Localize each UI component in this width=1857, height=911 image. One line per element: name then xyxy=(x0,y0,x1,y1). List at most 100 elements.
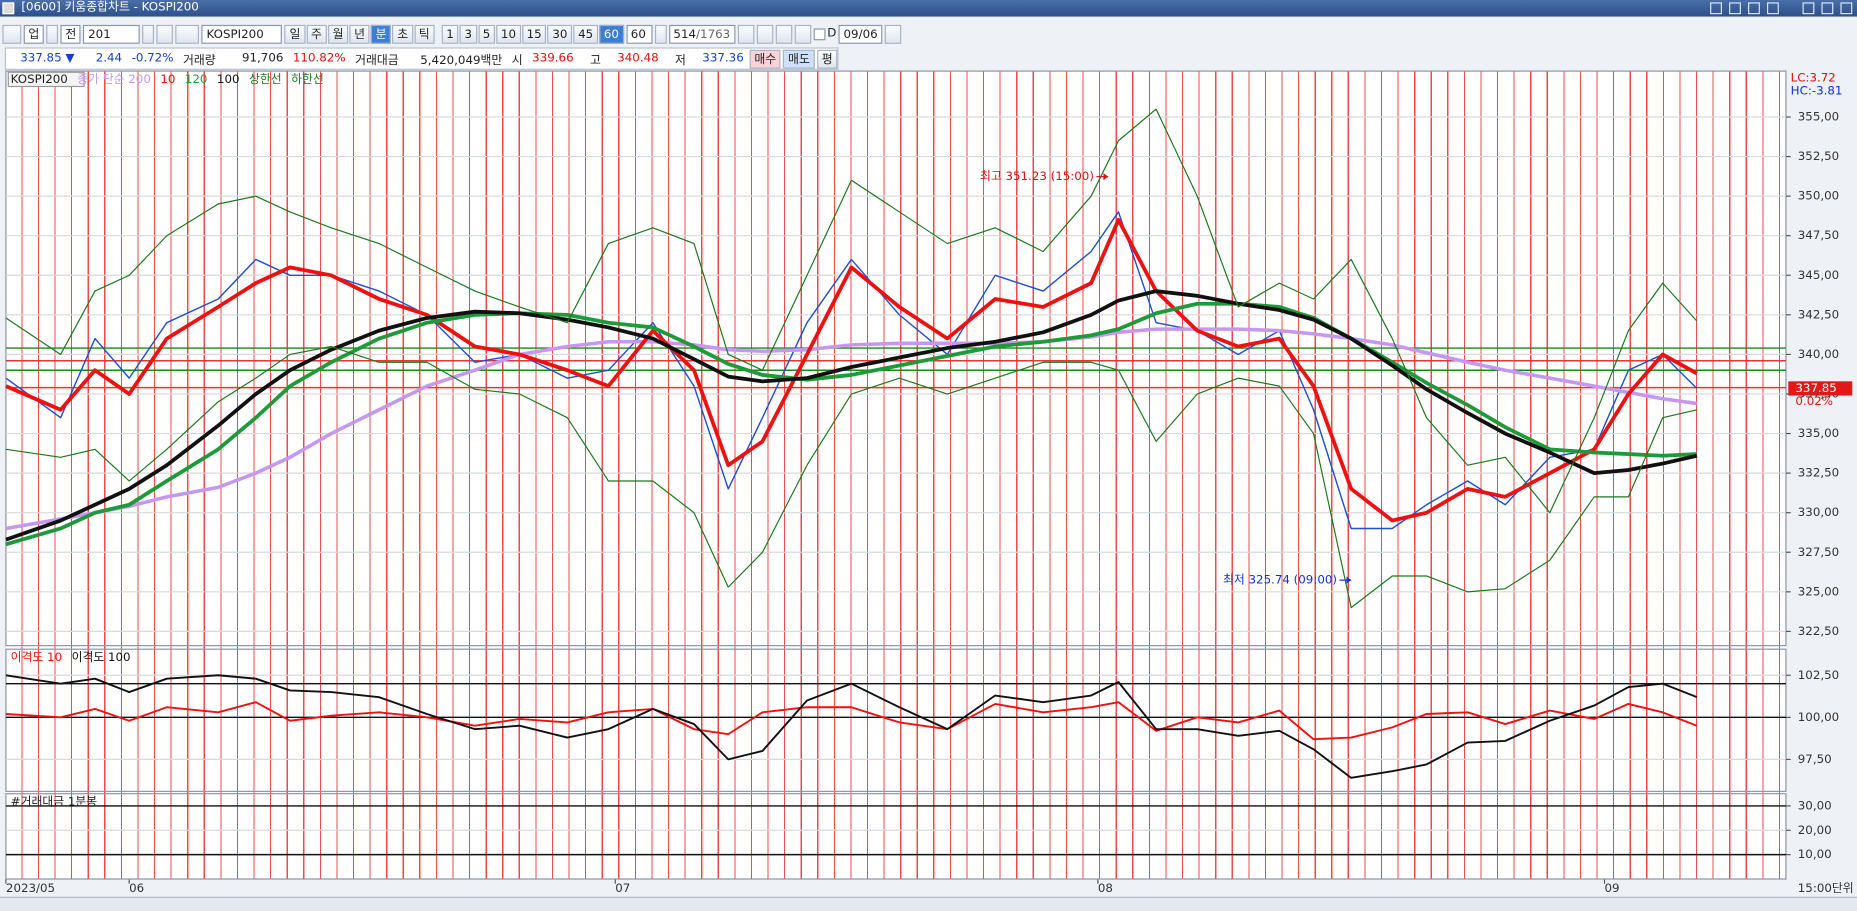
dropdown[interactable] xyxy=(46,24,59,44)
legend-entry: 100 xyxy=(217,72,240,86)
close-button[interactable] xyxy=(1840,2,1853,15)
window-button[interactable] xyxy=(1710,2,1722,15)
window-button[interactable] xyxy=(1748,2,1760,15)
dropdown[interactable] xyxy=(142,24,155,44)
title-bar: [0600] 키움종합차트 - KOSPI200 xyxy=(0,0,1857,17)
app-icon xyxy=(2,2,15,15)
legend-entry: 이격도 100 xyxy=(72,650,131,664)
sell-button[interactable]: 매도 xyxy=(783,49,815,69)
annotation: 최저 325.74 (09:00) xyxy=(1223,573,1337,587)
count-total: /1763 xyxy=(696,27,731,41)
y-tick-label: 345,00 xyxy=(1798,268,1839,282)
volume-label: 거래량 xyxy=(182,54,216,68)
period-button[interactable]: 월 xyxy=(327,24,349,44)
y-tick-label: 330,00 xyxy=(1798,505,1839,519)
interval-button[interactable]: 5 xyxy=(477,24,495,44)
x-tick-label: 06 xyxy=(129,881,144,895)
icon-button[interactable] xyxy=(737,24,754,44)
open-label: 시 xyxy=(511,54,523,68)
sound-button[interactable] xyxy=(175,24,200,44)
y-tick-label: 325,00 xyxy=(1798,584,1839,598)
icon-button[interactable] xyxy=(775,24,792,44)
y-tick-label: 352,50 xyxy=(1798,149,1839,163)
minimize-button[interactable] xyxy=(1802,2,1815,15)
interval-button[interactable]: 15 xyxy=(521,24,547,44)
arrow-head xyxy=(1103,173,1109,181)
interval-button[interactable]: 60 xyxy=(599,24,624,44)
y-tick-label: 347,50 xyxy=(1798,228,1839,242)
code-input[interactable]: 201 xyxy=(83,24,141,44)
interval-button[interactable]: 10 xyxy=(496,24,521,44)
volume: 91,706 xyxy=(241,52,284,66)
period-button[interactable]: 초 xyxy=(392,24,413,44)
change-rate: -0.72% xyxy=(131,52,174,66)
series-line xyxy=(5,701,1698,741)
count-box: 514/1763 xyxy=(668,24,735,44)
icon-button[interactable] xyxy=(2,24,22,44)
low: 337.36 xyxy=(702,52,744,66)
panel-title: #거래대금 1분봉 xyxy=(11,795,98,809)
search-button[interactable] xyxy=(156,24,174,44)
legend-entry: 120 xyxy=(185,72,208,86)
legend-entry: 상한선 xyxy=(249,72,282,86)
period-button[interactable]: 년 xyxy=(349,24,370,44)
maximize-button[interactable] xyxy=(1821,2,1834,15)
mode-select[interactable]: 전 xyxy=(60,24,82,44)
count: 514 xyxy=(673,27,697,41)
series-line xyxy=(5,345,1698,609)
period-button[interactable]: 분 xyxy=(370,24,392,44)
low-label: 저 xyxy=(675,54,686,68)
y-tick-label: 340,00 xyxy=(1798,347,1839,361)
panel-frame xyxy=(5,793,1787,880)
period-button[interactable]: 일 xyxy=(284,24,306,44)
window-title: [0600] 키움종합차트 - KOSPI200 xyxy=(21,1,199,15)
y-tick-label: 102,50 xyxy=(1798,668,1839,682)
dropdown[interactable] xyxy=(654,24,667,44)
amount-label: 거래대금 xyxy=(355,54,399,68)
annotation: 최고 351.23 (15:00) xyxy=(980,169,1094,183)
buy-button[interactable]: 매수 xyxy=(749,49,781,69)
d-label: D xyxy=(827,27,837,41)
interval-button[interactable]: 3 xyxy=(459,24,477,44)
period-button[interactable]: 주 xyxy=(306,24,327,44)
y-tick-label: 332,50 xyxy=(1798,466,1839,480)
series-line xyxy=(5,301,1697,547)
y-tick-label: 350,00 xyxy=(1798,189,1839,203)
panel-frame xyxy=(5,648,1787,792)
panel-frame xyxy=(5,70,1787,647)
x-tick-label: 08 xyxy=(1098,881,1113,895)
avg-button[interactable]: 평 xyxy=(816,49,838,69)
x-tick-label: 07 xyxy=(615,881,630,895)
y-tick-label: 355,00 xyxy=(1798,109,1839,123)
name-input[interactable]: KOSPI200 xyxy=(201,24,283,44)
scroll-bar[interactable] xyxy=(0,896,1857,911)
interval-button[interactable]: 45 xyxy=(573,24,598,44)
price: 337.85 ▼ xyxy=(20,52,75,66)
interval-button[interactable]: 1 xyxy=(441,24,459,44)
series-line xyxy=(5,674,1698,779)
market-select[interactable]: 업 xyxy=(23,24,45,44)
icon-button[interactable] xyxy=(794,24,811,44)
checkbox[interactable] xyxy=(813,27,825,40)
interval-buttons: 1 3 5 10 15 30 45 60 xyxy=(441,24,624,44)
y-tick-label: 327,50 xyxy=(1798,545,1839,559)
legend-entry: KOSPI200 xyxy=(11,72,68,86)
window-button[interactable] xyxy=(1729,2,1741,15)
series-line xyxy=(5,327,1698,531)
interval-input[interactable]: 60 xyxy=(626,24,653,44)
date-input[interactable]: 09/06 xyxy=(838,24,883,44)
high-label: 고 xyxy=(589,54,601,68)
open: 339.66 xyxy=(532,52,574,66)
y-tick-label: 342,50 xyxy=(1798,307,1839,321)
change: 2.44 xyxy=(95,52,123,66)
icon-button[interactable] xyxy=(756,24,773,44)
corner-label: LC:3.72 xyxy=(1791,71,1836,85)
period-button[interactable]: 틱 xyxy=(414,24,435,44)
calendar-button[interactable] xyxy=(884,24,902,44)
volume-rate: 110.82% xyxy=(292,52,346,66)
interval-button[interactable]: 30 xyxy=(547,24,573,44)
window-button[interactable] xyxy=(1766,2,1779,15)
